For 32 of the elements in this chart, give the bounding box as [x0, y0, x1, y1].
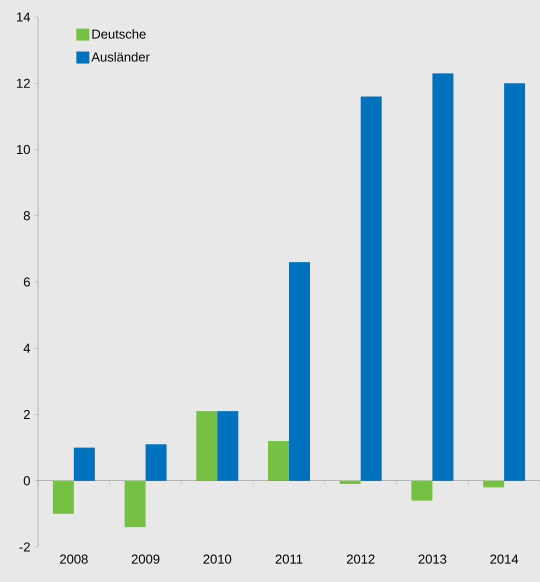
y-tick-label: -2 [19, 542, 30, 552]
bar [340, 480, 361, 484]
bar [268, 440, 289, 481]
bar [74, 448, 95, 481]
x-tick-label: 2012 [346, 554, 374, 564]
x-tick-label: 2013 [418, 554, 446, 564]
y-tick-label: 12 [16, 78, 30, 88]
y-tick-label: 4 [23, 344, 30, 353]
bar [411, 480, 432, 501]
legend-label: Deutsche [92, 29, 146, 39]
bar [432, 73, 454, 481]
bar [124, 480, 146, 528]
bar [52, 480, 74, 514]
bar [145, 444, 166, 481]
legend-label: Ausländer [91, 52, 150, 62]
x-tick-label: 2014 [490, 554, 518, 564]
x-tick-label: 2010 [203, 554, 232, 564]
bar [504, 83, 526, 481]
bar [196, 411, 218, 481]
bar [217, 411, 238, 481]
y-tick-label: 14 [16, 12, 30, 22]
bar [360, 96, 382, 481]
x-tick-label: 2009 [132, 554, 160, 564]
y-tick-label: 6 [24, 277, 30, 287]
y-tick-label: 2 [24, 410, 30, 420]
bar [483, 480, 504, 488]
y-tick-label: 0 [24, 476, 30, 486]
x-tick-label: 2008 [60, 554, 88, 564]
y-tick-label: 8 [24, 211, 30, 220]
y-tick-label: 10 [16, 144, 30, 154]
bar [288, 262, 310, 481]
x-tick-label: 2011 [276, 554, 302, 564]
